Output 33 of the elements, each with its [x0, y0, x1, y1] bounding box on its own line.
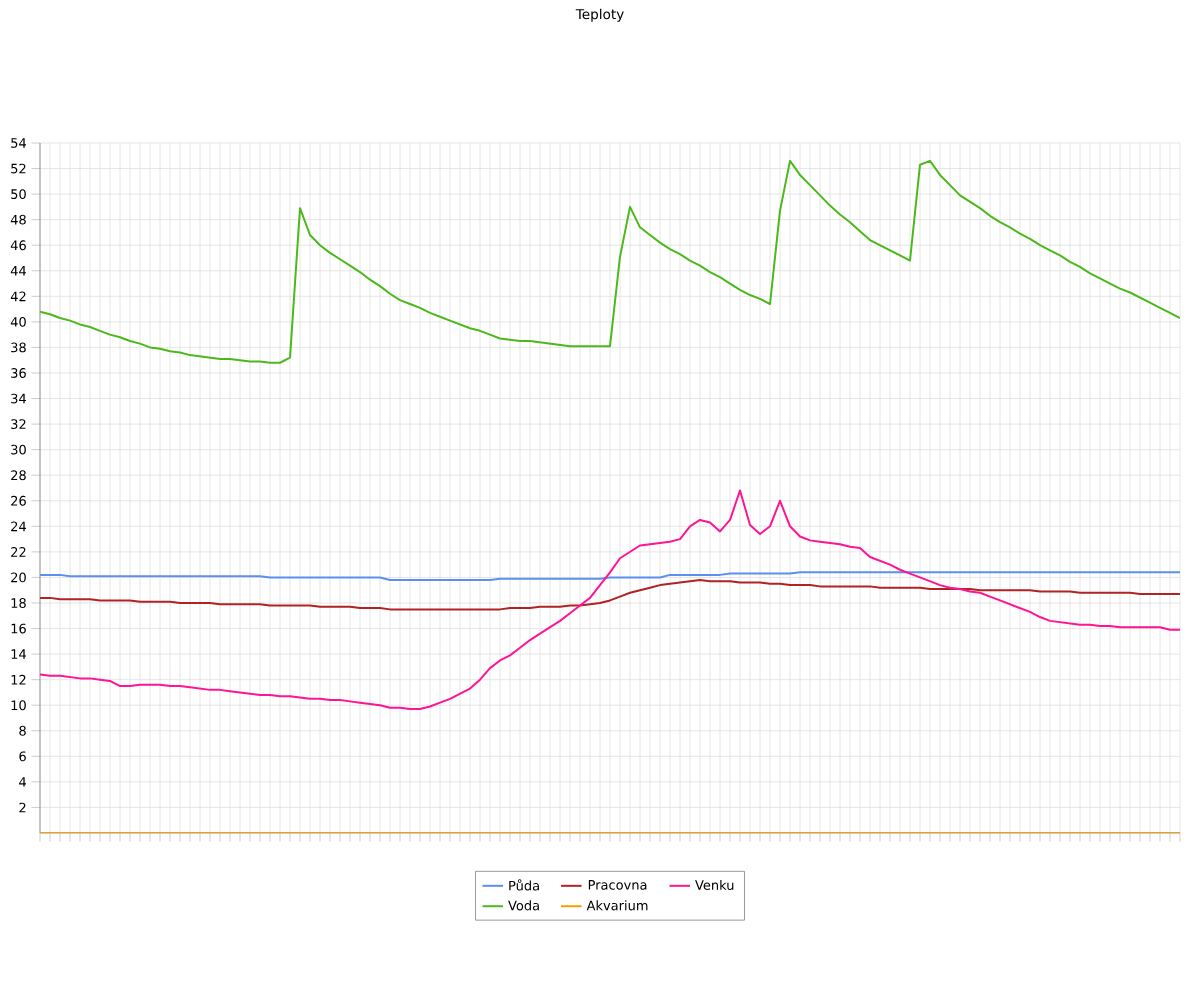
- y-tick-label: 2: [19, 802, 26, 813]
- y-tick-label: 48: [10, 214, 26, 225]
- legend-label: Pracovna: [588, 880, 647, 890]
- y-tick-label: 22: [11, 547, 26, 557]
- y-tick-label: 54: [11, 138, 26, 148]
- y-tick-label: 46: [10, 240, 26, 251]
- y-tick-label: 26: [11, 495, 26, 506]
- y-tick-label: 28: [11, 470, 26, 481]
- y-tick-label: 12: [11, 674, 26, 685]
- y-tick-label: 38: [11, 342, 26, 353]
- y-tick-label: 30: [11, 444, 26, 455]
- y-tick-label: 52: [11, 163, 26, 174]
- y-tick-label: 32: [11, 419, 26, 430]
- y-tick-label: 18: [11, 598, 26, 608]
- y-tick-label: 40: [10, 316, 26, 327]
- y-tick-label: 34: [11, 393, 26, 404]
- y-tick-label: 42: [10, 291, 26, 302]
- legend-label: Půda: [509, 879, 539, 891]
- y-tick-label: 50: [11, 189, 26, 200]
- legend-label: Akvarium: [586, 900, 648, 911]
- legend-label: Voda: [508, 900, 539, 911]
- y-tick-label: 20: [11, 572, 26, 583]
- y-tick-label: 44: [10, 266, 26, 276]
- legend-label: Venku: [695, 879, 734, 890]
- chart-title: Teploty: [575, 8, 624, 22]
- y-tick-label: 8: [19, 725, 26, 736]
- y-tick-label: 6: [19, 751, 26, 762]
- y-tick-label: 10: [11, 700, 26, 711]
- y-tick-label: 4: [19, 777, 26, 787]
- y-tick-label: 16: [11, 623, 26, 634]
- y-tick-label: 36: [11, 368, 26, 378]
- y-tick-label: 14: [11, 649, 26, 659]
- y-tick-label: 24: [11, 521, 26, 532]
